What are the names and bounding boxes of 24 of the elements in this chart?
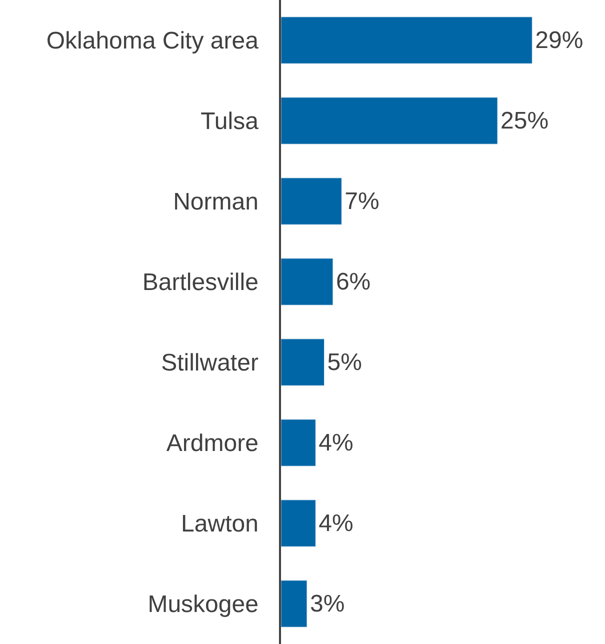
bar — [281, 338, 325, 386]
bar — [281, 178, 342, 225]
data-label: 4% — [318, 429, 354, 456]
bar — [281, 16, 532, 64]
data-label: 3% — [310, 590, 345, 618]
y-tick-label: Tulsa — [200, 108, 260, 136]
bar — [281, 500, 316, 547]
data-label: 5% — [327, 348, 362, 376]
y-tick-label: Bartlesville — [142, 269, 258, 296]
y-tick-label: Lawton — [181, 510, 258, 538]
bar — [281, 419, 316, 466]
y-tick-label: Muskogee — [148, 591, 258, 618]
data-label: 7% — [344, 188, 380, 215]
bar — [281, 258, 334, 306]
bar — [281, 580, 308, 628]
y-tick-label: Norman — [173, 188, 258, 216]
y-tick-label: Oklahoma City area — [46, 28, 260, 55]
y-tick-label: Ardmore — [166, 430, 258, 458]
data-label: 6% — [336, 268, 371, 296]
bar — [281, 97, 498, 144]
y-tick-label: Stillwater — [161, 350, 258, 377]
data-label: 29% — [535, 26, 584, 54]
data-label: 25% — [500, 107, 549, 134]
data-label: 4% — [318, 510, 354, 537]
